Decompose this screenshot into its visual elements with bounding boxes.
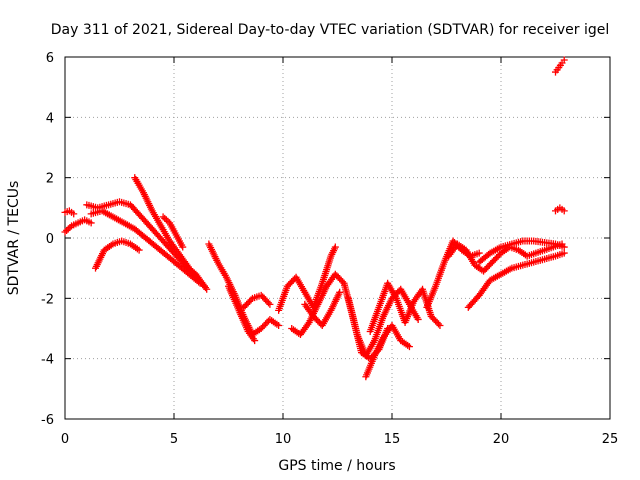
y-tick-label: -2	[41, 292, 54, 307]
data-point	[247, 296, 255, 304]
series-track-2	[61, 207, 78, 218]
data-point	[436, 321, 444, 329]
series-track-6	[131, 174, 209, 290]
data-point	[275, 321, 283, 329]
series-track-11	[275, 243, 339, 314]
y-tick-labels: -6 -4 -2 0 2 4 6	[41, 51, 54, 428]
series-track-22	[552, 56, 568, 76]
series-track-15	[362, 321, 413, 381]
data-point	[87, 219, 95, 227]
data-point	[164, 217, 172, 225]
data-point	[201, 282, 209, 290]
y-tick-label: 2	[46, 172, 54, 187]
y-tick-label: 6	[46, 51, 54, 66]
data-point	[435, 320, 443, 328]
series-track-20	[475, 237, 568, 266]
data-point	[66, 223, 74, 231]
data-point	[251, 337, 259, 345]
series-track-1	[61, 216, 95, 236]
data-point	[475, 249, 483, 257]
series-track-9	[225, 282, 259, 345]
data-point	[70, 210, 78, 218]
data-points	[61, 56, 568, 381]
y-tick-label: -6	[41, 413, 54, 428]
data-point	[560, 56, 568, 64]
x-tick-label: 5	[170, 432, 178, 447]
series-track-16	[366, 279, 444, 336]
series-track-13	[301, 288, 344, 329]
x-tick-label: 15	[384, 432, 401, 447]
data-point	[560, 249, 568, 257]
data-point	[135, 246, 143, 254]
data-point	[161, 214, 169, 222]
series-track-7	[159, 213, 187, 251]
data-point	[264, 299, 272, 307]
x-axis-title: GPS time / hours	[278, 458, 395, 474]
data-point	[63, 226, 71, 234]
x-tick-label: 0	[61, 432, 69, 447]
data-point	[159, 213, 167, 221]
x-tick-labels: 0 5 10 15 20 25	[61, 432, 618, 447]
x-tick-label: 20	[493, 432, 510, 447]
data-point	[179, 243, 187, 251]
data-point	[64, 225, 72, 233]
data-point	[414, 315, 422, 323]
y-tick-label: -4	[41, 353, 54, 368]
y-tick-label: 0	[46, 232, 54, 247]
y-axis-title: SDTVAR / TECUs	[6, 181, 22, 296]
data-point	[405, 343, 413, 351]
y-tick-label: 4	[46, 111, 54, 126]
x-tick-label: 10	[275, 432, 292, 447]
data-point	[336, 288, 344, 296]
series-track-10	[240, 291, 274, 311]
chart-title: Day 311 of 2021, Sidereal Day-to-day VTE…	[51, 22, 610, 38]
data-point	[560, 243, 568, 251]
data-point	[560, 207, 568, 215]
data-point	[162, 216, 170, 224]
series-track-21	[552, 204, 568, 215]
plot-frame	[64, 56, 611, 420]
series-track-5	[92, 237, 143, 272]
series-track-19	[464, 249, 568, 311]
data-point	[266, 300, 274, 308]
data-point	[61, 228, 69, 236]
x-tick-label: 25	[602, 432, 619, 447]
data-point	[331, 243, 339, 251]
series-track-18	[445, 240, 566, 275]
data-point	[199, 281, 207, 289]
